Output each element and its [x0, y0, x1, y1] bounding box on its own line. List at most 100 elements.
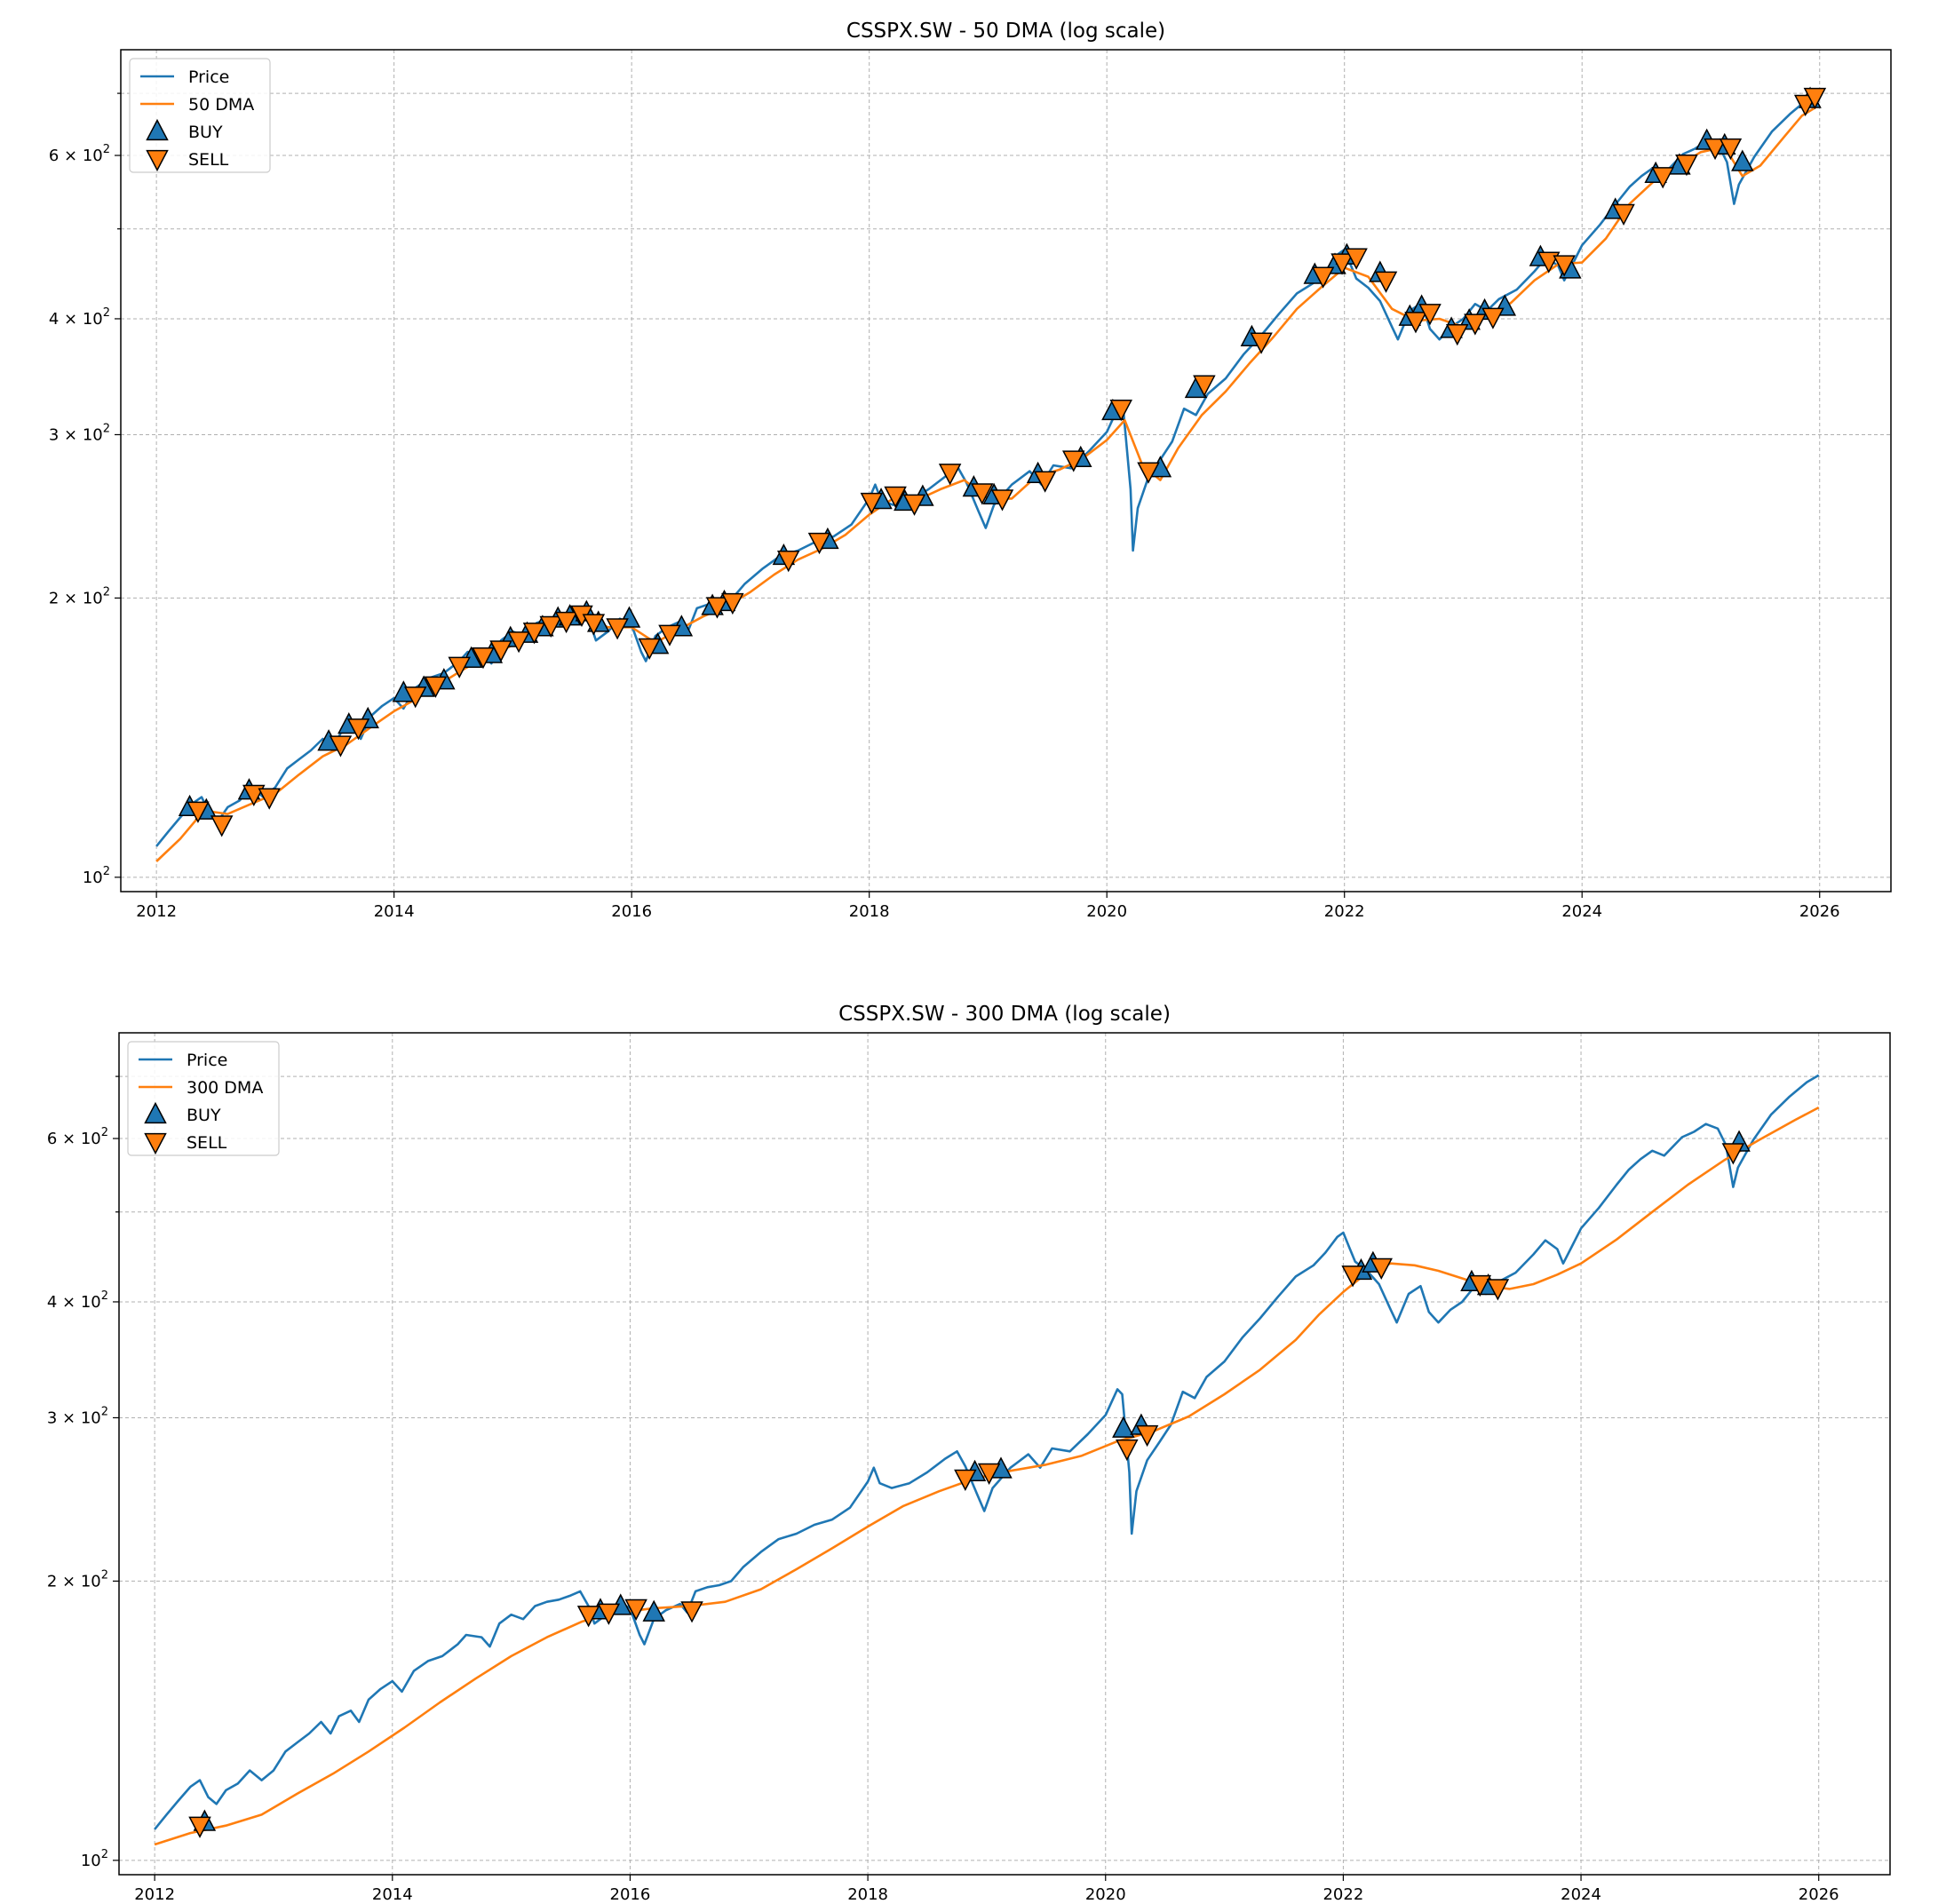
legend-label: 50 DMA — [188, 95, 254, 115]
x-tick-label: 2024 — [1561, 1885, 1601, 1904]
sell-marker — [554, 611, 578, 634]
sell-marker — [1137, 462, 1160, 484]
sell-marker — [1651, 167, 1674, 189]
y-tick-base: 10 — [83, 589, 103, 607]
y-tick-base: 10 — [81, 1572, 101, 1591]
legend-box — [127, 1041, 280, 1156]
sell-marker — [1481, 307, 1505, 329]
sell-marker — [1345, 248, 1368, 270]
y-tick-multiplier: 3 × — [49, 425, 83, 444]
sell-marker — [1193, 375, 1216, 397]
sell-marker — [1341, 1265, 1364, 1288]
y-tick-base: 10 — [81, 1408, 101, 1427]
sell-marker — [990, 489, 1014, 512]
plot-area — [154, 1074, 1820, 1846]
sell-marker — [1250, 332, 1273, 354]
x-tick-label: 2012 — [136, 902, 177, 921]
plot-area — [155, 86, 1827, 862]
y-tick-base: 10 — [83, 147, 103, 165]
y-tick-label: 2 × 102 — [47, 1568, 108, 1591]
sell-marker — [1468, 1274, 1492, 1297]
y-tick-label: 6 × 102 — [47, 1126, 108, 1148]
sell-marker — [1418, 304, 1442, 326]
sell-marker — [1612, 203, 1635, 226]
sell-marker — [658, 624, 681, 647]
axes-frame — [120, 49, 1892, 892]
x-tick-label: 2020 — [1086, 902, 1127, 921]
y-tick-multiplier: 4 × — [47, 1293, 81, 1312]
sell-marker — [1061, 450, 1085, 472]
y-tick-label: 2 × 102 — [49, 585, 110, 607]
chart-panel-300-dma: CSSPX.SW - 300 DMA (log scale) 2012 2014 20… — [47, 1003, 1891, 1904]
y-tick-exponent: 2 — [101, 1568, 108, 1582]
y-tick-base: 10 — [83, 425, 103, 444]
axes-frame — [118, 1032, 1891, 1876]
sell-marker — [472, 647, 495, 670]
legend-label: SELL — [187, 1133, 227, 1153]
sell-marker — [1803, 87, 1827, 110]
sell-marker — [624, 1599, 647, 1622]
sell-marker — [1719, 138, 1743, 161]
legend-label: Price — [187, 1051, 227, 1070]
sell-marker — [424, 676, 448, 698]
y-tick-exponent: 2 — [103, 585, 110, 599]
legend: Price 50 DMA BUY SELL — [129, 58, 271, 173]
y-tick-multiplier: 6 × — [47, 1130, 81, 1148]
y-tick-label: 4 × 102 — [49, 306, 110, 329]
y-tick-exponent: 2 — [101, 1289, 108, 1303]
y-tick-exponent: 2 — [101, 1126, 108, 1139]
y-tick-label: 3 × 102 — [47, 1405, 108, 1427]
y-tick-label: 102 — [81, 1848, 108, 1870]
sell-marker — [705, 597, 729, 619]
y-tick-multiplier: 2 × — [47, 1572, 81, 1591]
sell-marker — [582, 614, 606, 636]
sell-marker — [403, 686, 427, 709]
legend-label: SELL — [188, 150, 229, 170]
sell-marker — [242, 784, 266, 807]
sell-marker — [776, 551, 800, 573]
x-tick-label: 2026 — [1799, 902, 1840, 921]
x-tick-label: 2016 — [610, 1885, 651, 1904]
x-tick-label: 2016 — [611, 902, 652, 921]
y-tick-base: 10 — [83, 869, 103, 887]
x-tick-label: 2024 — [1561, 902, 1602, 921]
sell-marker — [1404, 312, 1427, 334]
y-tick-exponent: 2 — [101, 1405, 108, 1418]
sell-marker — [187, 801, 210, 823]
sell-marker — [1704, 138, 1727, 161]
y-tick-label: 102 — [83, 865, 110, 887]
x-tick-label: 2014 — [372, 1885, 413, 1904]
legend-swatch-sell — [146, 149, 169, 172]
sell-marker — [1033, 471, 1057, 493]
y-tick-multiplier: 3 × — [47, 1408, 81, 1427]
y-tick-label: 3 × 102 — [49, 422, 110, 444]
sell-marker — [680, 1601, 703, 1623]
sell-marker — [1135, 1424, 1159, 1448]
y-tick-base: 10 — [81, 1293, 101, 1312]
sell-marker — [1374, 271, 1398, 293]
sell-marker — [346, 718, 370, 741]
x-tick-label: 2018 — [847, 1885, 888, 1904]
legend-label: BUY — [187, 1106, 221, 1125]
y-tick-exponent: 2 — [103, 306, 110, 320]
sell-marker — [860, 492, 884, 515]
chart-title: CSSPX.SW - 300 DMA (log scale) — [838, 1003, 1171, 1026]
sell-marker — [539, 615, 562, 638]
sell-marker — [902, 494, 926, 516]
y-tick-multiplier: 6 × — [49, 147, 83, 165]
sell-marker — [638, 638, 661, 660]
y-tick-multiplier: 2 × — [49, 589, 83, 607]
sell-marker — [938, 464, 962, 486]
sell-marker — [971, 483, 994, 505]
legend-swatch-buy — [144, 1101, 167, 1124]
sell-marker — [1486, 1279, 1510, 1301]
y-tick-multiplier: 4 × — [49, 310, 83, 329]
x-tick-label: 2022 — [1322, 1885, 1363, 1904]
sell-marker — [507, 631, 530, 654]
y-tick-exponent: 2 — [101, 1848, 108, 1861]
legend: Price 300 DMA BUY SELL — [127, 1041, 280, 1156]
sell-marker — [329, 735, 353, 758]
sell-marker — [884, 486, 907, 508]
y-tick-base: 10 — [81, 1130, 101, 1148]
